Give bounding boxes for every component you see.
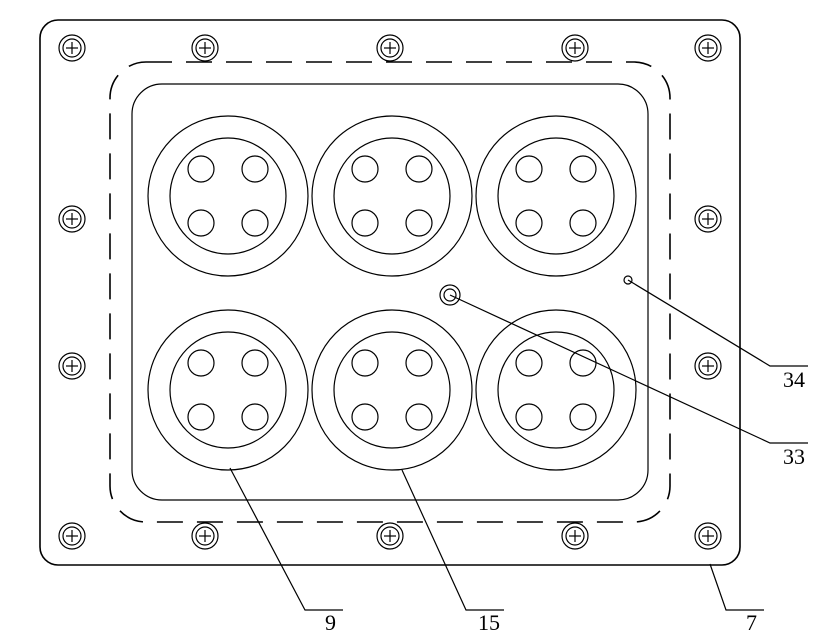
diagram-svg [0,0,827,640]
callout-label-9: 9 [325,610,336,636]
callout-label-7: 7 [746,610,757,636]
callout-label-33: 33 [783,444,805,470]
callout-label-15: 15 [478,610,500,636]
diagram-stage: 34 33 9 15 7 [0,0,827,640]
callout-label-34: 34 [783,367,805,393]
